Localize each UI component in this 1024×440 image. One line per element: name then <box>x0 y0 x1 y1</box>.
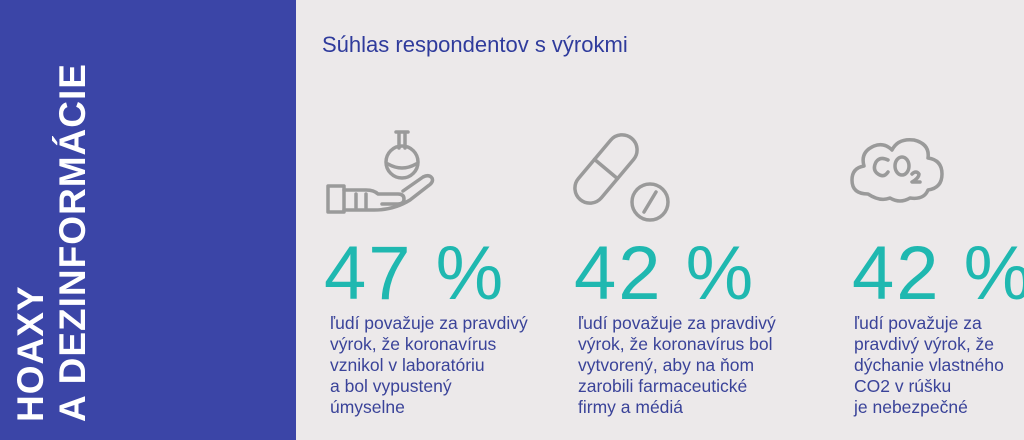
co2-cloud-icon <box>848 124 948 204</box>
sidebar-title-line1: HOAXY <box>10 285 51 422</box>
stat-description: ľudí považuje za pravdivý výrok, že koro… <box>330 313 528 417</box>
stat-percent: 42 % <box>852 231 1024 316</box>
sidebar-title: HOAXY A DEZINFORMÁCIE <box>10 12 94 422</box>
flask-in-hand-icon <box>326 124 446 220</box>
sidebar-title-line2: A DEZINFORMÁCIE <box>52 63 93 422</box>
sidebar: HOAXY A DEZINFORMÁCIE <box>0 0 296 440</box>
page-title: Súhlas respondentov s výrokmi <box>322 32 628 57</box>
stat-description: ľudí považuje za pravdivý výrok, že koro… <box>578 313 776 417</box>
stat-percent: 42 % <box>574 231 756 316</box>
stat-percent: 47 % <box>324 231 506 316</box>
main-content: Súhlas respondentov s výrokmi 47 % ľudí … <box>296 0 1024 440</box>
pill-icon <box>568 124 678 224</box>
stat-description: ľudí považuje za pravdivý výrok, že dých… <box>854 313 1004 417</box>
